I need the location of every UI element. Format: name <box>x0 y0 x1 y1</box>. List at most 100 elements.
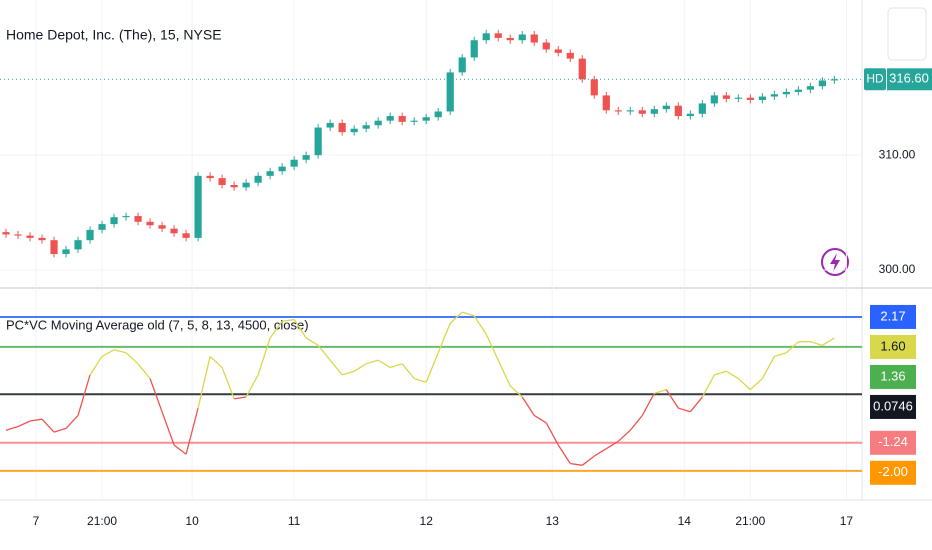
indicator-line <box>89 356 103 376</box>
y-tick-label: 310.00 <box>879 147 916 161</box>
indicator-line <box>149 378 163 413</box>
indicator-line <box>425 352 439 383</box>
indicator-line <box>774 352 787 358</box>
candle-body <box>662 105 670 110</box>
candle-body <box>566 52 574 59</box>
level-badge <box>870 304 916 329</box>
candle-body <box>314 127 322 156</box>
indicator-line <box>533 414 547 424</box>
candle-body <box>458 57 466 73</box>
candle-body <box>542 42 550 50</box>
indicator-line <box>353 363 367 372</box>
indicator-line <box>17 420 31 428</box>
indicator-line <box>521 396 535 416</box>
candle-body <box>782 91 790 95</box>
candle-body <box>266 171 274 176</box>
indicator-line <box>341 370 355 376</box>
indicator-line <box>581 455 595 466</box>
indicator-line <box>389 363 403 369</box>
candle-body <box>806 86 814 90</box>
candle-body <box>98 224 106 230</box>
indicator-line <box>473 315 487 335</box>
candle-body <box>494 33 502 38</box>
candle-body <box>506 37 514 41</box>
candle-body <box>650 109 658 114</box>
x-tick-label: 7 <box>33 514 40 528</box>
indicator-line <box>401 363 415 379</box>
candle-body <box>794 89 802 92</box>
indicator-line <box>570 462 583 466</box>
indicator-line <box>293 319 307 339</box>
indicator-line <box>749 378 763 391</box>
settings-button[interactable] <box>887 7 927 61</box>
symbol-label: HD <box>866 71 884 85</box>
candle-body <box>770 94 778 97</box>
candle-body <box>74 240 82 250</box>
candle-body <box>398 116 406 122</box>
last-price-badge <box>887 68 932 91</box>
indicator-line <box>414 377 427 383</box>
indicator-line <box>377 359 391 369</box>
indicator-line <box>701 374 715 398</box>
candle-body <box>182 233 190 238</box>
candle-body <box>446 72 454 112</box>
indicator-line <box>245 374 259 398</box>
x-tick-label: 10 <box>185 514 199 528</box>
level-badge <box>870 334 916 359</box>
main-title: Home Depot, Inc. (The), 15, NYSE <box>6 27 222 43</box>
last-price-label: 316.60 <box>889 71 929 86</box>
indicator-line <box>77 374 91 416</box>
indicator-line <box>737 378 751 391</box>
indicator-line <box>29 418 43 422</box>
candle-body <box>614 110 622 112</box>
candle-body <box>134 216 142 222</box>
level-badge <box>870 460 916 485</box>
candle-body <box>242 182 250 188</box>
candle-body <box>278 166 286 172</box>
indicator-title: PC*VC Moving Average old (7, 5, 8, 13, 4… <box>6 317 309 332</box>
candle-body <box>50 240 58 254</box>
level-label: 1.60 <box>880 338 905 353</box>
indicator-line <box>317 344 331 361</box>
level-label: -2.00 <box>878 464 908 479</box>
level-label: 2.17 <box>880 308 905 323</box>
candle-body <box>746 97 754 100</box>
lightning-icon[interactable] <box>821 248 849 276</box>
indicator-line <box>221 367 235 400</box>
candle-body <box>830 79 838 81</box>
indicator-line <box>785 341 799 354</box>
candle-body <box>482 33 490 41</box>
candle-body <box>530 34 538 43</box>
indicator-line <box>269 320 283 339</box>
y-tick-label: 300.00 <box>879 262 916 276</box>
candle-body <box>386 116 394 121</box>
x-tick-label: 14 <box>678 514 692 528</box>
candle-body <box>434 111 442 118</box>
x-tick-label: 13 <box>546 514 560 528</box>
candle-body <box>326 122 334 128</box>
indicator-line <box>257 337 271 376</box>
indicator-line <box>714 370 727 376</box>
candle-body <box>26 235 34 238</box>
indicator-line <box>665 389 679 409</box>
x-tick-label: 17 <box>840 514 854 528</box>
indicator-line <box>822 337 835 346</box>
candle-body <box>410 120 418 122</box>
indicator-line <box>593 448 607 457</box>
indicator-line <box>497 359 511 387</box>
x-tick-label: 12 <box>420 514 434 528</box>
candle-body <box>470 40 478 58</box>
symbol-badge <box>864 68 886 91</box>
candle-body <box>626 110 634 112</box>
indicator-line <box>545 422 559 446</box>
candle-body <box>146 221 154 226</box>
indicator-line <box>329 359 343 376</box>
indicator-line <box>654 389 667 394</box>
x-tick-label: 21:00 <box>735 514 765 528</box>
candle-body <box>194 175 202 238</box>
x-tick-label: 21:00 <box>87 514 117 528</box>
indicator-line <box>810 341 823 346</box>
candle-body <box>734 97 742 99</box>
